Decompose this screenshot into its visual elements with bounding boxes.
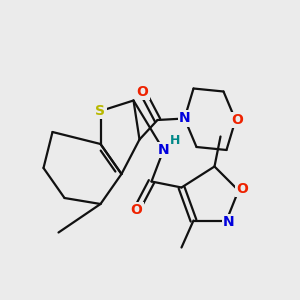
Text: N: N xyxy=(158,143,169,157)
Text: O: O xyxy=(231,113,243,127)
Text: N: N xyxy=(223,215,235,229)
Text: O: O xyxy=(236,182,248,196)
Text: O: O xyxy=(130,203,142,217)
Text: N: N xyxy=(179,112,190,125)
Text: S: S xyxy=(95,104,106,118)
Text: O: O xyxy=(136,85,148,98)
Text: H: H xyxy=(170,134,181,148)
